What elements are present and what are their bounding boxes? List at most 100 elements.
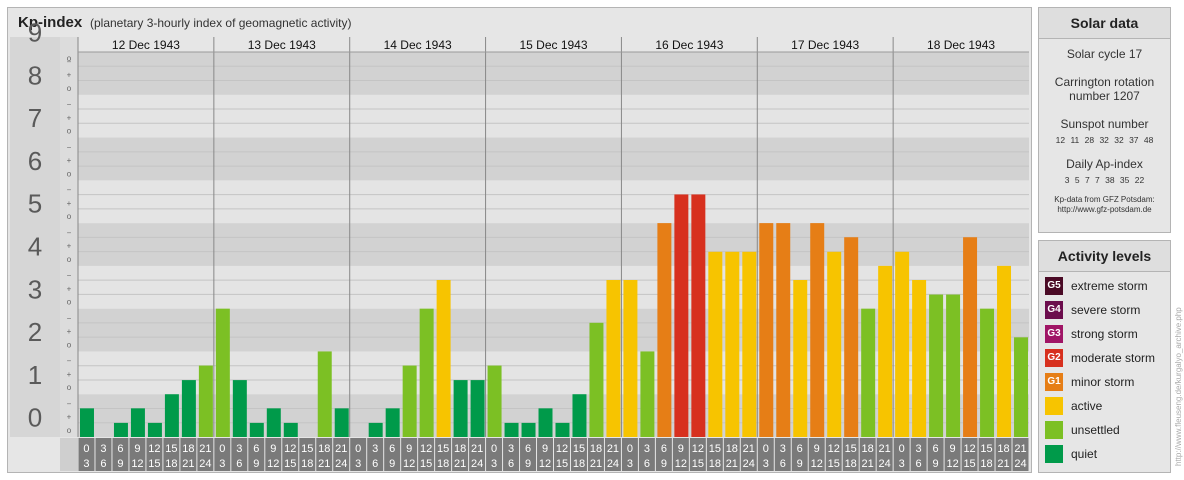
kp-bar: [130, 408, 145, 437]
hour-tick-end: 18: [573, 458, 585, 470]
level-band: [10, 394, 1029, 437]
y-minor-tick-label: +: [67, 113, 72, 122]
kp-bar: [147, 422, 162, 437]
hour-tick-end: 3: [763, 458, 769, 470]
hour-tick-start: 12: [828, 443, 840, 455]
kp-bar: [113, 422, 128, 437]
solar-data-title: Solar data: [1039, 8, 1170, 39]
hour-tick-box: [282, 438, 299, 471]
kp-bar: [691, 194, 706, 437]
hour-tick-box: [944, 438, 961, 471]
hour-tick-box: [486, 438, 503, 471]
kp-bar: [334, 408, 349, 437]
legend-label: strong storm: [1071, 327, 1138, 341]
hour-tick-start: 21: [743, 443, 755, 455]
kp-bar: [80, 408, 94, 437]
source-link[interactable]: http://www.gfz-potsdam.de: [1057, 205, 1152, 214]
hour-tick-start: 9: [406, 443, 412, 455]
hour-tick-start: 0: [83, 443, 89, 455]
hour-tick-start: 9: [542, 443, 548, 455]
hour-tick-end: 18: [845, 458, 857, 470]
legend-item-active: active: [1045, 396, 1102, 416]
hour-tick-end: 15: [420, 458, 432, 470]
hour-tick-box: [537, 438, 553, 471]
hour-tick-end: 9: [933, 458, 939, 470]
kp-bar: [572, 394, 587, 437]
y-minor-tick-label: o: [67, 54, 72, 63]
hour-tick-start: 0: [627, 443, 633, 455]
y-tick-label: 1: [28, 360, 42, 390]
solar-data-panel: Solar data Solar cycle 17 Carrington rot…: [1038, 7, 1171, 233]
kp-bar: [946, 294, 961, 437]
kp-bar: [249, 422, 264, 437]
legend-swatch: [1045, 445, 1063, 463]
kp-bar: [266, 408, 281, 437]
hour-tick-box: [638, 438, 655, 471]
kp-bar: [912, 280, 927, 437]
hour-tick-start: 0: [219, 443, 225, 455]
y-minor-tick-label: −: [67, 186, 72, 195]
hour-tick-box: [418, 438, 435, 471]
hour-tick-end: 6: [780, 458, 786, 470]
kp-bar: [640, 351, 655, 437]
kp-bar: [232, 380, 247, 437]
hour-tick-box: [604, 438, 621, 471]
hour-tick-box: [384, 438, 401, 471]
hour-tick-start: 3: [100, 443, 106, 455]
hour-tick-box: [757, 438, 774, 471]
hour-tick-box: [350, 438, 367, 471]
hour-tick-end: 9: [661, 458, 667, 470]
hour-tick-box: [910, 438, 927, 471]
y-minor-tick-label: +: [67, 413, 72, 422]
hour-tick-end: 12: [811, 458, 823, 470]
hour-tick-start: 15: [573, 443, 585, 455]
hour-tick-box: [248, 438, 265, 471]
hour-tick-end: 9: [525, 458, 531, 470]
kp-bar: [810, 223, 825, 437]
hour-tick-box: [961, 438, 978, 471]
hour-tick-start: 15: [845, 443, 857, 455]
hour-tick-end: 24: [743, 458, 755, 470]
hour-tick-start: 3: [644, 443, 650, 455]
hour-tick-end: 12: [539, 458, 551, 470]
hour-tick-start: 12: [284, 443, 296, 455]
y-minor-tick-label: o: [67, 84, 72, 93]
legend-swatch: [1045, 397, 1063, 415]
level-band: [10, 52, 1029, 95]
y-minor-tick-label: o: [67, 127, 72, 136]
kp-bar: [419, 308, 434, 437]
y-tick-label: 3: [28, 274, 42, 304]
hour-tick-end: 6: [644, 458, 650, 470]
hour-tick-end: 3: [219, 458, 225, 470]
hour-tick-box: [112, 438, 129, 471]
y-minor-tick-label: o: [67, 340, 72, 349]
hour-tick-start: 12: [963, 443, 975, 455]
hour-tick-box: [1012, 438, 1029, 471]
hour-tick-end: 18: [165, 458, 177, 470]
hour-tick-end: 21: [862, 458, 874, 470]
level-band: [10, 223, 1029, 266]
hour-tick-start: 9: [678, 443, 684, 455]
hour-tick-end: 15: [692, 458, 704, 470]
hour-tick-box: [452, 438, 469, 471]
legend-item-quiet: quiet: [1045, 444, 1097, 464]
carrington-line2: number 1207: [1069, 89, 1140, 103]
chart-subtitle: (planetary 3-hourly index of geomagnetic…: [90, 16, 352, 30]
level-band: [10, 94, 1029, 138]
legend-label: quiet: [1071, 447, 1098, 461]
kp-bar: [470, 380, 485, 437]
kp-bar: [606, 280, 621, 437]
kp-bar: [997, 265, 1012, 437]
hour-tick-end: 12: [403, 458, 415, 470]
kp-bar: [436, 280, 451, 437]
kp-bar: [215, 308, 230, 437]
hour-tick-end: 21: [590, 458, 602, 470]
sunspot-label: Sunspot number: [1060, 117, 1149, 131]
day-label: 13 Dec 1943: [248, 38, 316, 52]
y-minor-tick-label: +: [67, 199, 72, 208]
hour-tick-start: 18: [862, 443, 874, 455]
ap-values: 3 5 7 7 38 35 22: [1064, 175, 1145, 185]
hour-tick-box: [570, 438, 587, 471]
y-tick-label: 0: [28, 403, 42, 433]
kp-bar: [759, 223, 774, 437]
